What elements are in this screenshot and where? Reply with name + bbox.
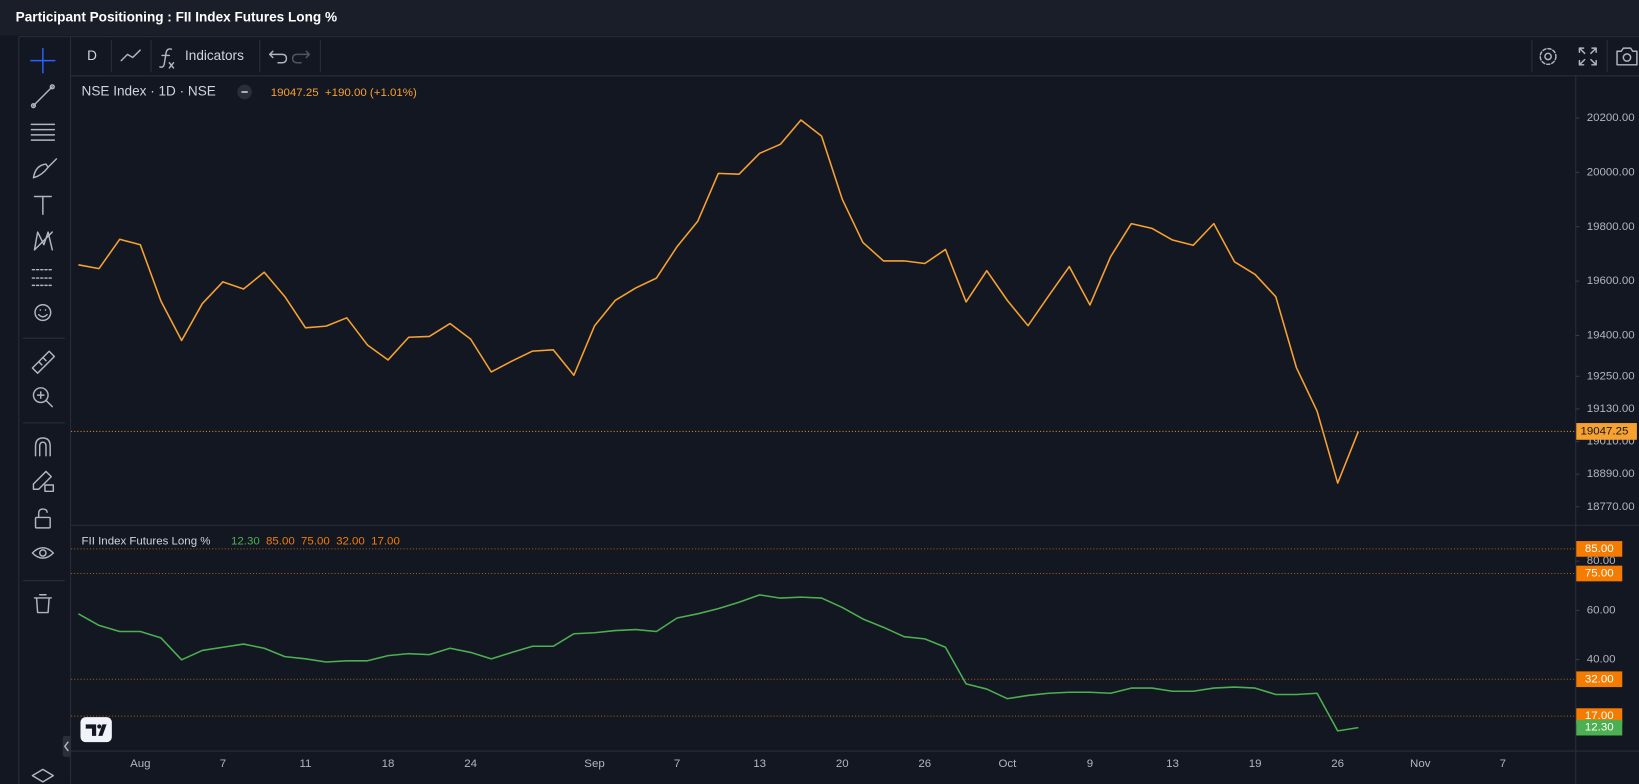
remove-tool[interactable] xyxy=(33,594,52,614)
indicator-legend-title: FII Index Futures Long % xyxy=(82,536,211,548)
collapse-icon xyxy=(64,741,69,752)
lock-icon xyxy=(37,508,48,519)
indicators-icon[interactable] xyxy=(159,48,173,68)
prediction-tool[interactable] xyxy=(31,268,55,287)
object-tree[interactable] xyxy=(31,768,55,783)
y-tick-label: 19600.00 xyxy=(1587,275,1635,287)
x-tick-label: 26 xyxy=(918,758,931,770)
x-tick-label: 18 xyxy=(382,758,395,770)
emoji-face xyxy=(37,309,48,318)
undo-button[interactable] xyxy=(268,50,288,64)
frame xyxy=(18,36,1639,784)
x-tick-label: 26 xyxy=(1331,758,1344,770)
logo-dot xyxy=(97,724,102,729)
left-toolbar xyxy=(22,48,72,783)
y-tick-label: 60.00 xyxy=(1587,604,1616,616)
settings-button[interactable] xyxy=(1544,52,1552,61)
ruler-tool[interactable] xyxy=(31,350,56,374)
page-title: Participant Positioning : FII Index Futu… xyxy=(16,9,337,24)
x-tick-label: Sep xyxy=(584,758,604,770)
interval-button[interactable]: D xyxy=(87,48,97,63)
magnet-tool[interactable] xyxy=(34,437,51,457)
hide-tool[interactable] xyxy=(31,547,55,559)
top-toolbar: D Indicators xyxy=(87,39,1638,73)
level-box xyxy=(1576,671,1623,688)
legend-level-value: 85.00 xyxy=(266,536,295,548)
x-tick-label: 7 xyxy=(674,758,680,770)
x-tick-label: Nov xyxy=(1410,758,1431,770)
x-tick-label: 13 xyxy=(753,758,766,770)
x-tick-label: 19 xyxy=(1249,758,1262,770)
y-tick-label: 40.00 xyxy=(1587,654,1616,666)
lock-all-tool[interactable] xyxy=(34,516,51,529)
crosshair-tool[interactable] xyxy=(30,48,56,74)
lock-drawings-tool[interactable] xyxy=(32,470,52,490)
main-legend-title: NSE Index · 1D · NSE xyxy=(82,84,216,99)
eye-icon xyxy=(38,549,47,557)
fullscreen-button[interactable] xyxy=(1578,47,1597,66)
y-tick-label: 80.00 xyxy=(1587,555,1616,567)
x-tick-label: 13 xyxy=(1166,758,1179,770)
series-line xyxy=(78,119,1360,484)
zoom-icon xyxy=(36,391,53,408)
indicators-icon xyxy=(168,62,175,69)
fib-tool[interactable] xyxy=(30,123,56,141)
screenshot-icon xyxy=(1622,53,1632,62)
logo-mark xyxy=(85,724,107,736)
trendline-tool[interactable] xyxy=(32,86,53,107)
pattern-tool[interactable] xyxy=(33,231,53,251)
x-tick-label: 7 xyxy=(1500,758,1506,770)
legend-level-value: 75.00 xyxy=(301,536,330,548)
text-tool[interactable] xyxy=(33,195,52,216)
y-tick-label: 20200.00 xyxy=(1587,112,1635,124)
legend-level-value: 17.00 xyxy=(371,536,400,548)
last-price-box xyxy=(1576,423,1637,440)
trendline-handle xyxy=(30,102,37,109)
header-bar xyxy=(0,0,1639,36)
series-line xyxy=(78,594,1359,732)
y-tick-label: 19130.00 xyxy=(1587,403,1635,415)
last-value-box xyxy=(1576,719,1623,736)
level-box-label: 85.00 xyxy=(1585,543,1614,555)
x-tick-label: 20 xyxy=(836,758,849,770)
emoji-tool[interactable] xyxy=(34,303,52,322)
x-tick-label: 24 xyxy=(464,758,477,770)
brush-tool[interactable] xyxy=(32,158,58,179)
level-box-label: 17.00 xyxy=(1585,710,1614,722)
legend-change: +190.00 (+1.01%) xyxy=(325,87,417,99)
level-box-label: 75.00 xyxy=(1585,568,1614,580)
legend-last-value: 19047.25 xyxy=(271,87,319,99)
legend-last-value: 12.30 xyxy=(231,536,260,548)
legend-level-value: 32.00 xyxy=(336,536,365,548)
screenshot-button[interactable] xyxy=(1616,47,1638,66)
zoom-tool[interactable] xyxy=(32,387,49,404)
chart-type-button[interactable] xyxy=(120,49,141,62)
y-tick-label: 18890.00 xyxy=(1587,468,1635,480)
last-value-label: 12.30 xyxy=(1585,722,1614,734)
y-tick-label: 20000.00 xyxy=(1587,166,1635,178)
x-tick-label: 11 xyxy=(300,758,312,770)
x-tick-label: 9 xyxy=(1087,758,1093,770)
x-tick-label: 7 xyxy=(220,758,226,770)
y-tick-label: 19800.00 xyxy=(1587,221,1635,233)
y-tick-label: 19400.00 xyxy=(1587,330,1635,342)
indicators-button[interactable]: Indicators xyxy=(185,48,244,63)
redo-button[interactable] xyxy=(291,50,311,64)
y-tick-label: 18770.00 xyxy=(1587,501,1635,513)
lock-icon xyxy=(44,484,55,493)
collapse-button[interactable] xyxy=(62,735,72,757)
last-price-label: 19047.25 xyxy=(1580,425,1628,437)
trendline-handle xyxy=(49,84,55,90)
level-box-label: 32.00 xyxy=(1585,673,1614,685)
x-tick-label: Aug xyxy=(130,758,150,770)
x-tick-label: Oct xyxy=(998,758,1017,770)
logo xyxy=(80,717,112,743)
settings-icon xyxy=(1539,47,1557,66)
level-box xyxy=(1576,541,1623,557)
level-box xyxy=(1576,565,1623,582)
y-tick-label: 19250.00 xyxy=(1587,370,1635,382)
